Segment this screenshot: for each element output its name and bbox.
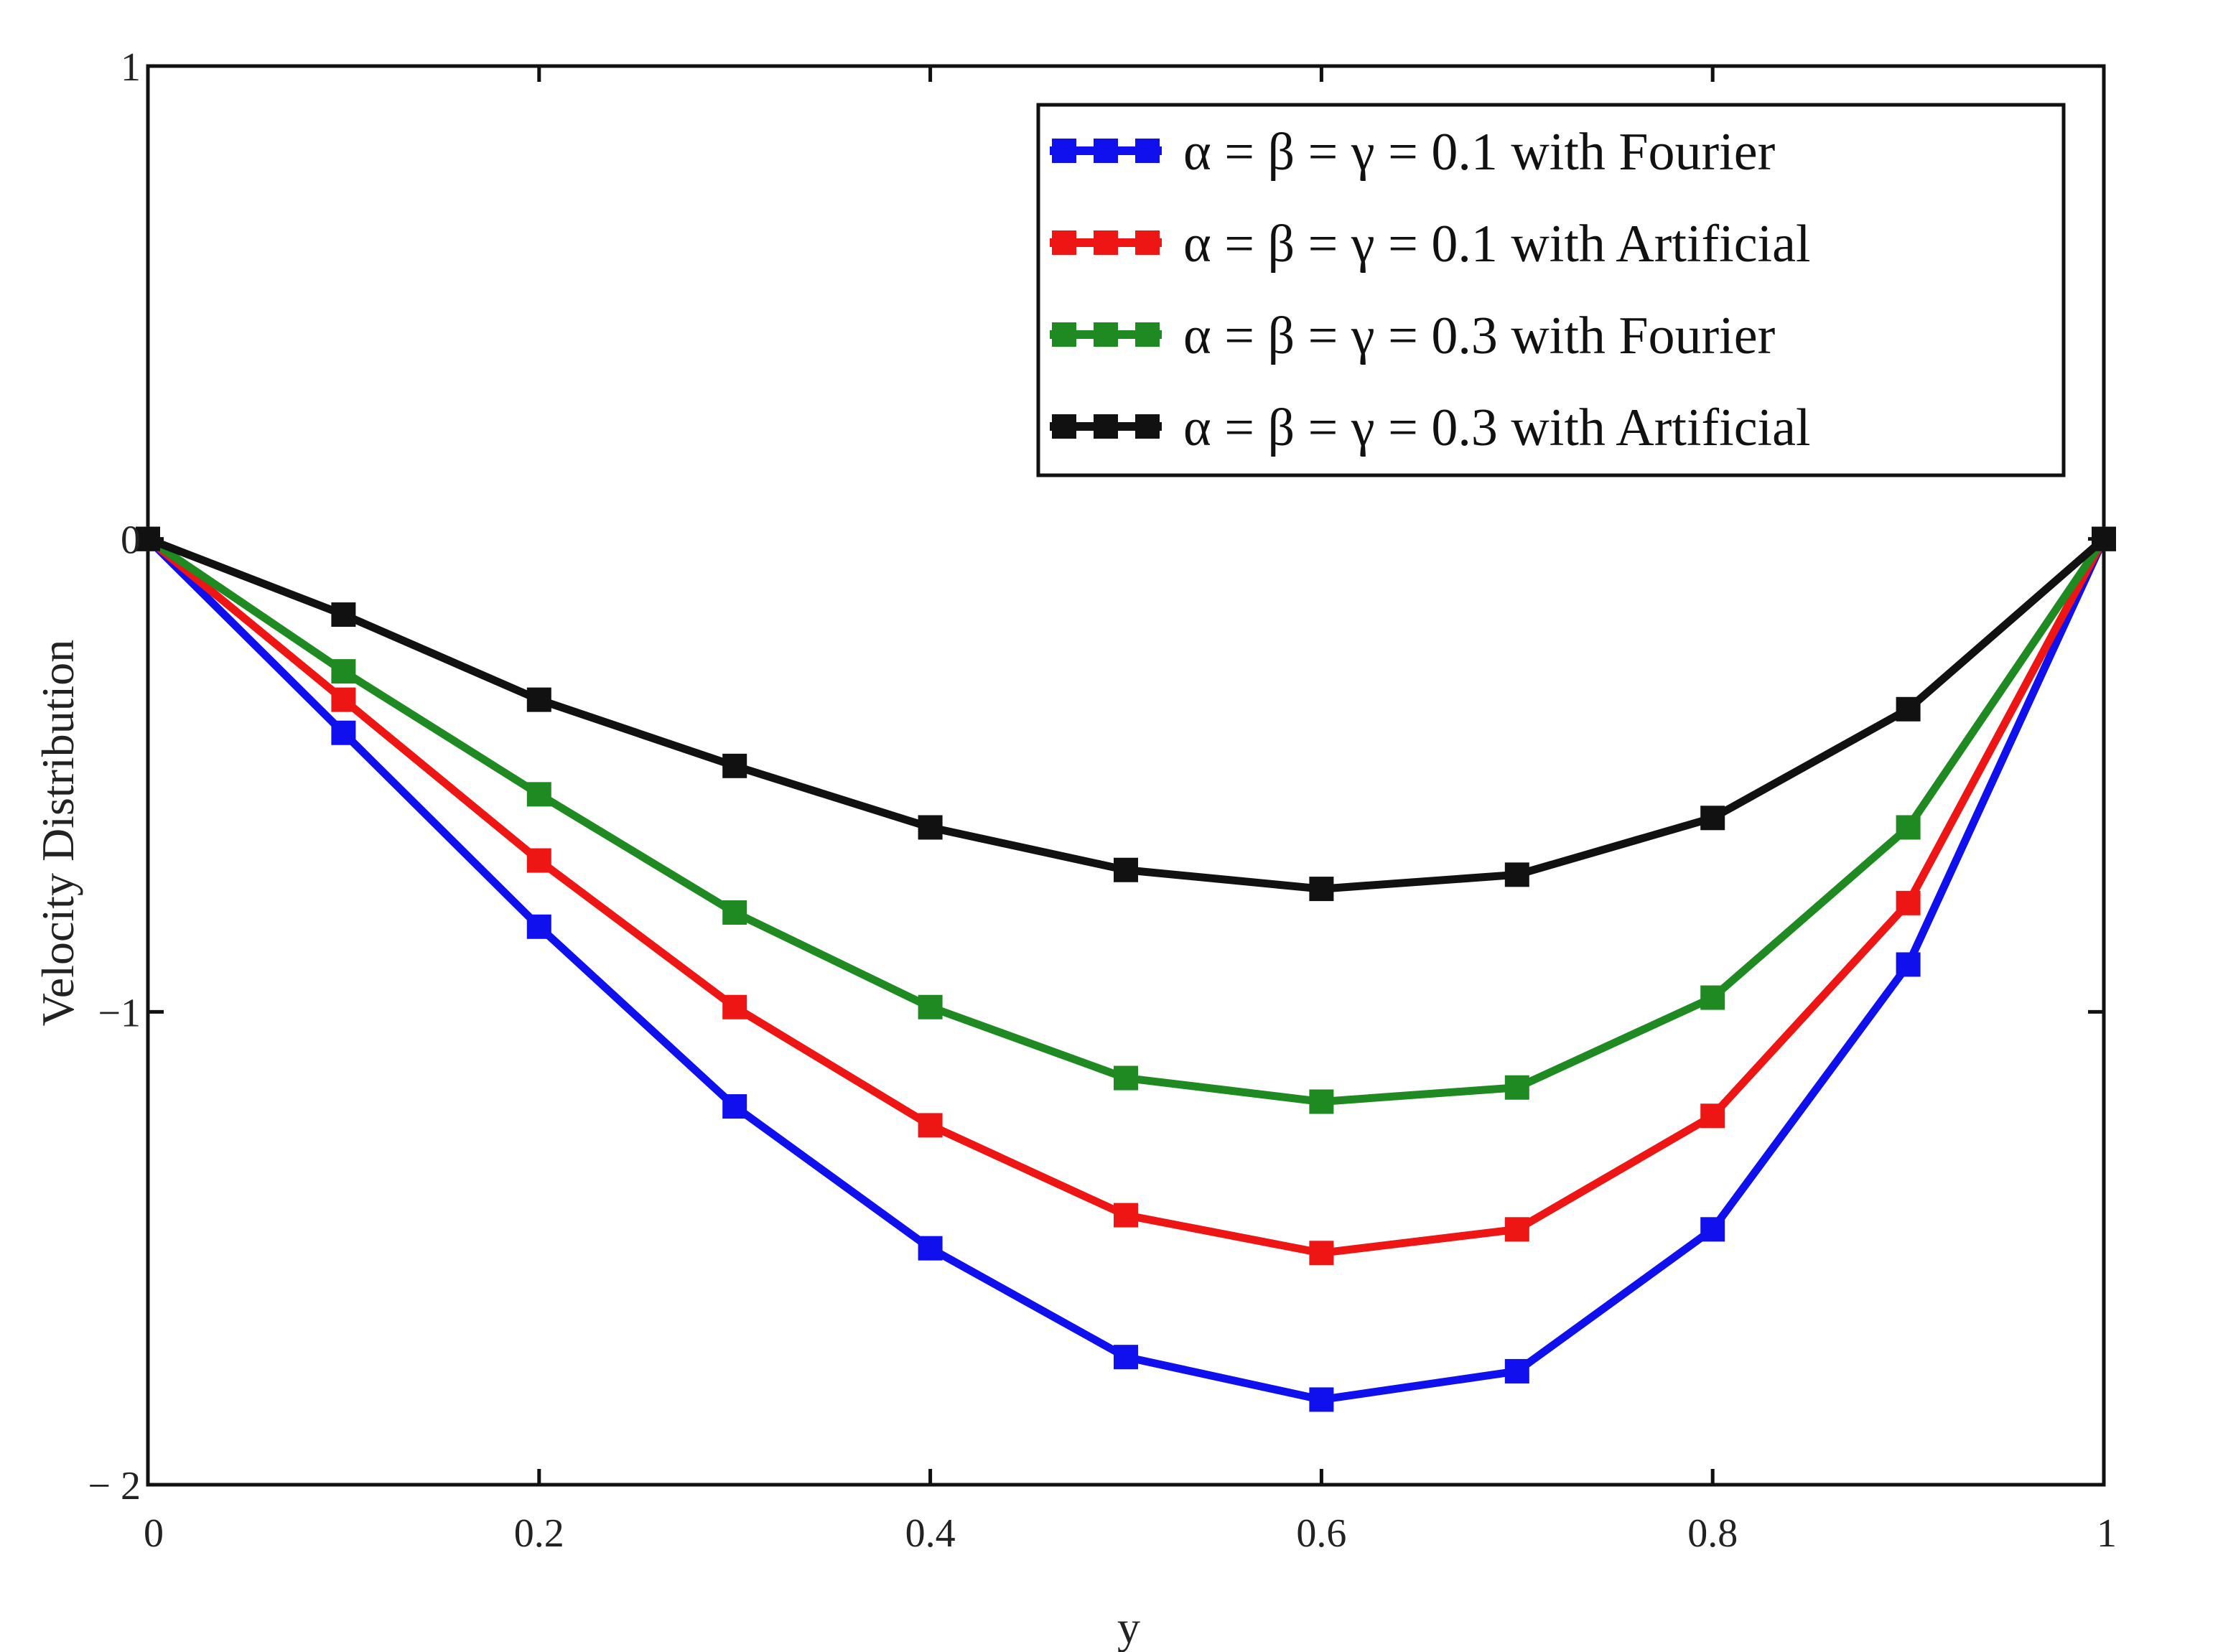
y-axis-title: Velocity Distribution: [32, 640, 83, 1027]
data-point: [1504, 1217, 1529, 1242]
data-point: [1504, 1075, 1529, 1100]
data-point: [526, 914, 551, 939]
data-point: [1896, 952, 1921, 977]
legend-swatch-marker: [1135, 322, 1160, 347]
data-point: [1700, 1103, 1725, 1129]
y-tick-label: 1: [121, 45, 141, 90]
legend-swatch-marker: [1052, 230, 1076, 255]
series-line: [145, 536, 2107, 1257]
legend-swatch-marker: [1094, 230, 1118, 255]
data-point: [1309, 877, 1334, 902]
data-point: [722, 753, 747, 778]
legend-swatch-marker: [1052, 139, 1076, 163]
data-point: [1896, 815, 1921, 840]
x-tick-label: 0.2: [514, 1511, 564, 1556]
series-1: [136, 526, 2116, 1412]
legend-swatch-marker: [1135, 414, 1160, 439]
data-point: [1309, 1089, 1334, 1114]
data-point: [722, 1094, 747, 1119]
y-tick-labels: 1 0 −1 − 2: [88, 45, 141, 1508]
x-axis-title: y: [1117, 1602, 1140, 1652]
data-point: [331, 720, 356, 745]
x-tick-label: 1: [2097, 1511, 2117, 1556]
legend-swatch-marker: [1135, 139, 1160, 163]
data-point: [1504, 862, 1529, 887]
series-line: [145, 536, 2107, 1404]
series-4: [136, 526, 2116, 902]
series-line: [145, 536, 2107, 1106]
legend-swatch-marker: [1052, 414, 1076, 439]
data-point: [1114, 1345, 1138, 1370]
data-point: [918, 815, 943, 840]
legend-box: [1036, 103, 2066, 477]
data-point: [918, 1113, 943, 1138]
data-point: [1114, 1203, 1138, 1228]
x-tick-labels: 0 0.2 0.4 0.6 0.8 1: [144, 1511, 2117, 1556]
data-point: [331, 687, 356, 712]
data-point: [526, 848, 551, 873]
series-2: [136, 526, 2116, 1266]
data-point: [1114, 857, 1138, 882]
legend-swatch-marker: [1094, 139, 1118, 163]
data-point: [2092, 526, 2116, 551]
data-point: [1896, 890, 1921, 915]
legend-label: α = β = γ = 0.1 with Artificial: [1183, 215, 1811, 274]
data-point: [526, 687, 551, 712]
x-tick-label: 0.4: [905, 1511, 956, 1556]
data-point: [722, 900, 747, 925]
legend-label: α = β = γ = 0.3 with Fourier: [1183, 307, 1775, 365]
data-point: [1309, 1387, 1334, 1412]
data-point: [722, 994, 747, 1019]
plot-frame: [146, 64, 2106, 1487]
data-point: [331, 602, 356, 627]
legend-swatch-marker: [1094, 322, 1118, 347]
series-3: [136, 526, 2116, 1114]
data-point: [1700, 806, 1725, 831]
y-tick-label: − 2: [88, 1464, 141, 1508]
x-tick-label: 0.6: [1296, 1511, 1346, 1556]
legend-label: α = β = γ = 0.1 with Fourier: [1183, 123, 1775, 182]
data-point: [1504, 1358, 1529, 1383]
data-point: [918, 1236, 943, 1261]
legend-entry: α = β = γ = 0.1 with Artificial: [1050, 215, 1811, 274]
y-tick-label: 0: [121, 518, 141, 563]
data-point: [331, 659, 356, 684]
legend-label: α = β = γ = 0.3 with Artificial: [1183, 398, 1811, 457]
legend-swatch-marker: [1094, 414, 1118, 439]
x-tick-label: 0: [144, 1511, 164, 1556]
data-point: [136, 526, 160, 551]
data-point: [1114, 1065, 1138, 1091]
legend: α = β = γ = 0.1 with Fourier α = β = γ = …: [1036, 103, 2066, 477]
data-point: [1896, 696, 1921, 722]
data-point: [1700, 985, 1725, 1010]
data-point: [526, 782, 551, 807]
series-line: [146, 535, 2107, 893]
data-point: [1700, 1217, 1725, 1242]
legend-entry: α = β = γ = 0.1 with Fourier: [1050, 123, 1775, 182]
legend-swatch-marker: [1135, 230, 1160, 255]
series-layer: [136, 526, 2116, 1412]
legend-entry: α = β = γ = 0.3 with Fourier: [1050, 307, 1775, 365]
x-tick-label: 0.8: [1687, 1511, 1738, 1556]
legend-swatch-marker: [1052, 322, 1076, 347]
y-tick-label: −1: [98, 991, 141, 1035]
data-point: [1309, 1241, 1334, 1266]
legend-entry: α = β = γ = 0.3 with Artificial: [1050, 398, 1811, 457]
data-point: [918, 994, 943, 1019]
